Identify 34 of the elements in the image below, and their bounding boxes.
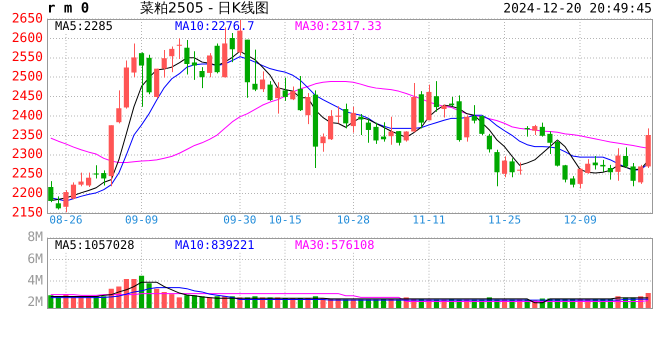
y-tick-label: 2150 — [12, 205, 43, 220]
x-tick-label: 10-28 — [336, 213, 370, 226]
text: MA10:839221 — [175, 238, 254, 252]
y-tick-label: 2250 — [12, 166, 43, 182]
y-tick-label: 2400 — [12, 108, 43, 124]
y-tick-label: 2M — [27, 295, 44, 310]
candlestick — [592, 155, 598, 170]
text: 2024-12-20 20:49:45 — [503, 1, 652, 16]
candlestick — [290, 86, 296, 101]
y-tick-label: 2200 — [12, 186, 43, 201]
text: MA5:1057028 — [55, 238, 134, 252]
x-tick-label: 11-11 — [412, 213, 446, 226]
candlestick — [336, 106, 341, 124]
text: MA5:2285 — [55, 19, 113, 34]
y-tick-label: 2600 — [12, 30, 43, 46]
x-tick-label: 08-26 — [49, 213, 82, 226]
x-tick-label: 11-25 — [488, 213, 522, 226]
y-tick-label: 2350 — [12, 128, 43, 143]
y-tick-label: 2300 — [12, 147, 43, 162]
x-tick-label: 10-15 — [268, 213, 302, 226]
y-tick-label: 8M — [27, 230, 44, 246]
y-tick-label: 2550 — [12, 50, 43, 66]
y-tick-label: 6M — [27, 252, 44, 267]
y-tick-label: 2650 — [12, 11, 43, 26]
chart-title: 菜粕2505 - 日K线图 — [140, 0, 269, 17]
y-tick-label: 2500 — [12, 70, 43, 85]
x-tick-label: 09-30 — [223, 213, 256, 226]
text: r m 0 — [47, 0, 90, 17]
text: MA30:2317.33 — [295, 19, 382, 34]
x-tick-label: 09-09 — [124, 213, 158, 226]
y-tick-label: 2450 — [12, 88, 43, 104]
x-tick-label: 12-09 — [564, 213, 597, 226]
text: MA30:576108 — [295, 238, 374, 252]
y-tick-label: 4M — [27, 274, 44, 288]
